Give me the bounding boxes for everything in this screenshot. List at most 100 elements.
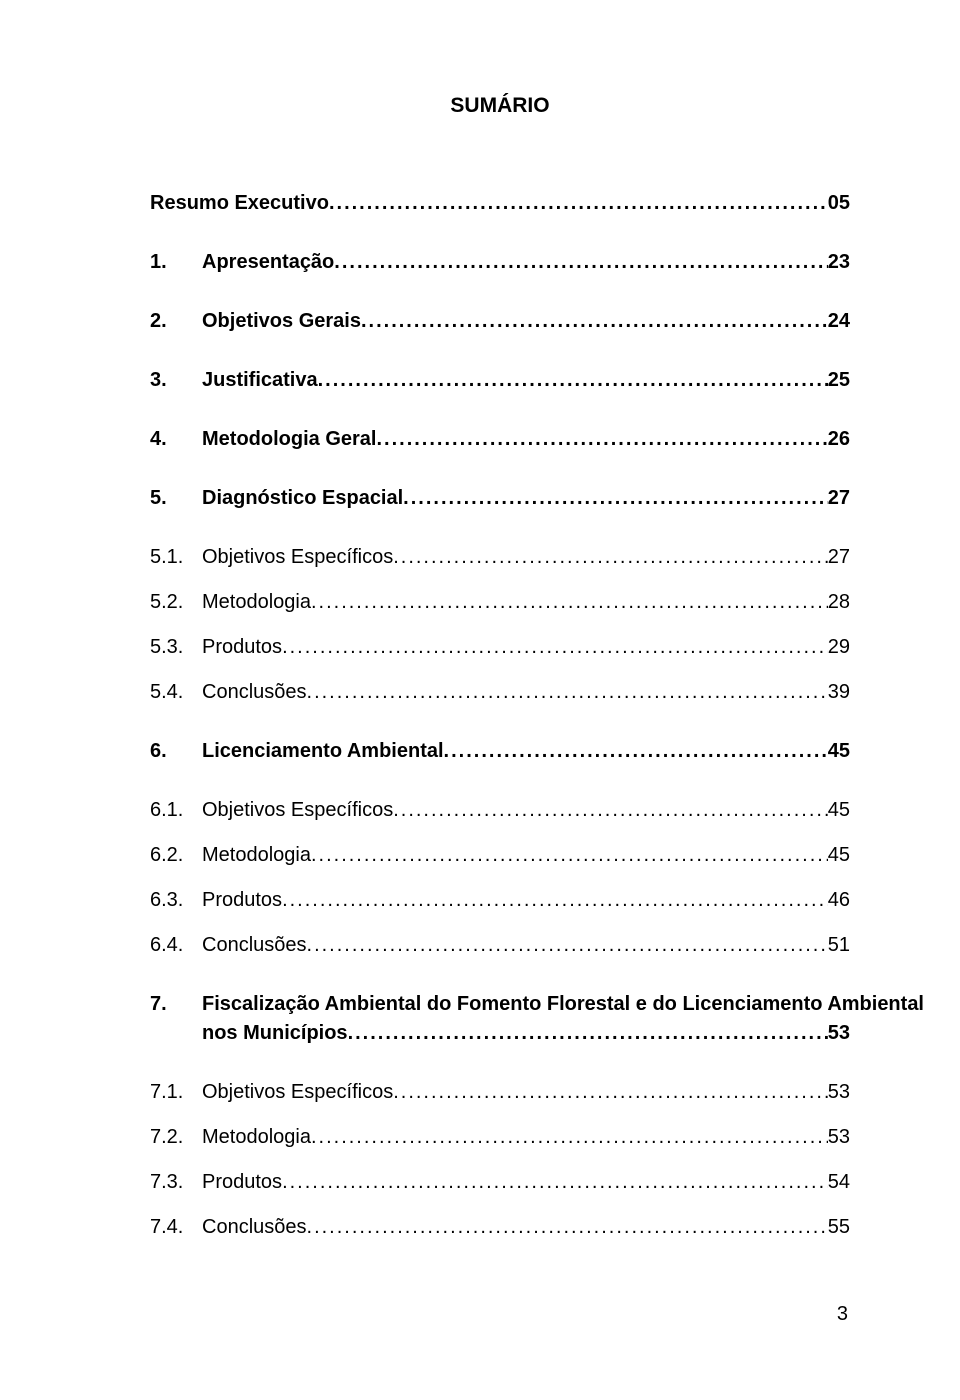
toc-subsection: 5.2.Metodologia.........................… [150, 591, 850, 614]
toc-entry-number: 7.2. [150, 1126, 202, 1149]
toc-entry-page: 51 [828, 934, 850, 957]
toc-entry-text: Diagnóstico Espacial [202, 487, 403, 510]
toc-section: Resumo Executivo........................… [150, 192, 850, 215]
toc-subsection: 6.3.Produtos............................… [150, 889, 850, 912]
toc-entry-text: Produtos [202, 636, 282, 659]
page-number: 3 [837, 1303, 848, 1326]
toc-subsection: 5.3.Produtos............................… [150, 636, 850, 659]
toc-entry-text: Produtos [202, 1171, 282, 1194]
toc-entry-page: 28 [828, 591, 850, 614]
toc-entry-page: 53 [828, 1081, 850, 1104]
toc-leader: ........................................… [311, 844, 828, 867]
toc-section: 3.Justificativa.........................… [150, 369, 850, 392]
toc-section: 2.Objetivos Gerais......................… [150, 310, 850, 333]
toc-entry-page: 25 [828, 369, 850, 392]
toc-entry-number: 7.4. [150, 1216, 202, 1239]
toc-entry-page: 54 [828, 1171, 850, 1194]
toc-entry-page: 23 [828, 251, 850, 274]
toc-entry-number: 6.1. [150, 799, 202, 822]
toc-section: 5.Diagnóstico Espacial..................… [150, 487, 850, 510]
toc-entry-page: 53 [828, 1126, 850, 1149]
toc-section: 6.Licenciamento Ambiental...............… [150, 740, 850, 763]
toc-entry-text: Conclusões [202, 934, 307, 957]
toc-entry-page: 27 [828, 546, 850, 569]
toc-entry-text: Justificativa [202, 369, 318, 392]
toc-leader: ........................................… [444, 740, 828, 763]
toc-entry-text: Objetivos Específicos [202, 546, 393, 569]
toc-entry-text: Produtos [202, 889, 282, 912]
toc-entry-text-cont: nos Municípios [202, 1022, 348, 1045]
toc-subsection: 6.2.Metodologia.........................… [150, 844, 850, 867]
toc-subsection: 5.1.Objetivos Específicos...............… [150, 546, 850, 569]
toc-entry-number: 5. [150, 487, 202, 510]
toc-entry-text: Licenciamento Ambiental [202, 740, 444, 763]
toc-entry-page: 53 [828, 1022, 850, 1045]
toc-entry-number: 1. [150, 251, 202, 274]
toc-entry-text: Metodologia Geral [202, 428, 376, 451]
toc-leader: ........................................… [393, 1081, 828, 1104]
toc-entry-text: Objetivos Gerais [202, 310, 361, 333]
toc-entry-page: 39 [828, 681, 850, 704]
toc-leader: ........................................… [307, 1216, 828, 1239]
toc-subsection: 6.4.Conclusões..........................… [150, 934, 850, 957]
toc-entry-number: 5.1. [150, 546, 202, 569]
toc-subsection: 7.4.Conclusões..........................… [150, 1216, 850, 1239]
toc-entry-number: 6.3. [150, 889, 202, 912]
toc-entry-number: 7.1. [150, 1081, 202, 1104]
toc-leader: ........................................… [311, 1126, 828, 1149]
toc-indent [150, 1022, 202, 1045]
toc-entry-number: 6.4. [150, 934, 202, 957]
toc-entry-text: Conclusões [202, 681, 307, 704]
toc-subsection: 7.2.Metodologia.........................… [150, 1126, 850, 1149]
toc-entry-number: 3. [150, 369, 202, 392]
toc-entry-text: Conclusões [202, 1216, 307, 1239]
toc-entry-page: 27 [828, 487, 850, 510]
toc-entry-number: 5.4. [150, 681, 202, 704]
toc-entry-page: 29 [828, 636, 850, 659]
toc-entry-number: 2. [150, 310, 202, 333]
toc-entry-page: 45 [828, 844, 850, 867]
toc-entry-number: 7.3. [150, 1171, 202, 1194]
toc-entry-text: Apresentação [202, 251, 334, 274]
toc-entry-page: 55 [828, 1216, 850, 1239]
toc-entry-page: 05 [828, 192, 850, 215]
toc-entry-text: Metodologia [202, 844, 311, 867]
toc-leader: ........................................… [282, 636, 828, 659]
toc-leader: ........................................… [318, 369, 828, 392]
toc-subsection: 5.4.Conclusões..........................… [150, 681, 850, 704]
toc-entry-text: Objetivos Específicos [202, 799, 393, 822]
toc-entry-number: 5.2. [150, 591, 202, 614]
toc-section: 7.Fiscalização Ambiental do Fomento Flor… [150, 993, 850, 1045]
toc-leader: ........................................… [282, 1171, 828, 1194]
toc-leader: ........................................… [282, 889, 828, 912]
toc-entry-text: Metodologia [202, 591, 311, 614]
toc-entry-number: 6.2. [150, 844, 202, 867]
toc-entry-page: 45 [828, 740, 850, 763]
toc-entry-page: 46 [828, 889, 850, 912]
toc-entry-text: Objetivos Específicos [202, 1081, 393, 1104]
toc-section: 1.Apresentação..........................… [150, 251, 850, 274]
toc-entry-page: 24 [828, 310, 850, 333]
toc-subsection: 6.1.Objetivos Específicos...............… [150, 799, 850, 822]
toc-entry-number: 4. [150, 428, 202, 451]
toc-entry-page: 26 [828, 428, 850, 451]
toc-leader: ........................................… [311, 591, 828, 614]
toc-entry-number: 5.3. [150, 636, 202, 659]
toc-section: 4.Metodologia Geral.....................… [150, 428, 850, 451]
toc-leader: ........................................… [329, 192, 828, 215]
toc-entry-number: 6. [150, 740, 202, 763]
toc-entry-text: Fiscalização Ambiental do Fomento Flores… [202, 993, 924, 1016]
toc-subsection: 7.1.Objetivos Específicos...............… [150, 1081, 850, 1104]
toc-leader: ........................................… [307, 681, 828, 704]
toc-subsection: 7.3.Produtos............................… [150, 1171, 850, 1194]
page-title: SUMÁRIO [150, 94, 850, 118]
toc-leader: ........................................… [334, 251, 827, 274]
toc-leader: ........................................… [348, 1022, 828, 1045]
toc-entry-text: Metodologia [202, 1126, 311, 1149]
toc-entry-text: Resumo Executivo [150, 192, 329, 215]
toc-leader: ........................................… [361, 310, 828, 333]
toc-entry-number: 7. [150, 993, 202, 1016]
toc-leader: ........................................… [393, 546, 828, 569]
table-of-contents: Resumo Executivo........................… [150, 192, 850, 1239]
toc-leader: ........................................… [376, 428, 827, 451]
